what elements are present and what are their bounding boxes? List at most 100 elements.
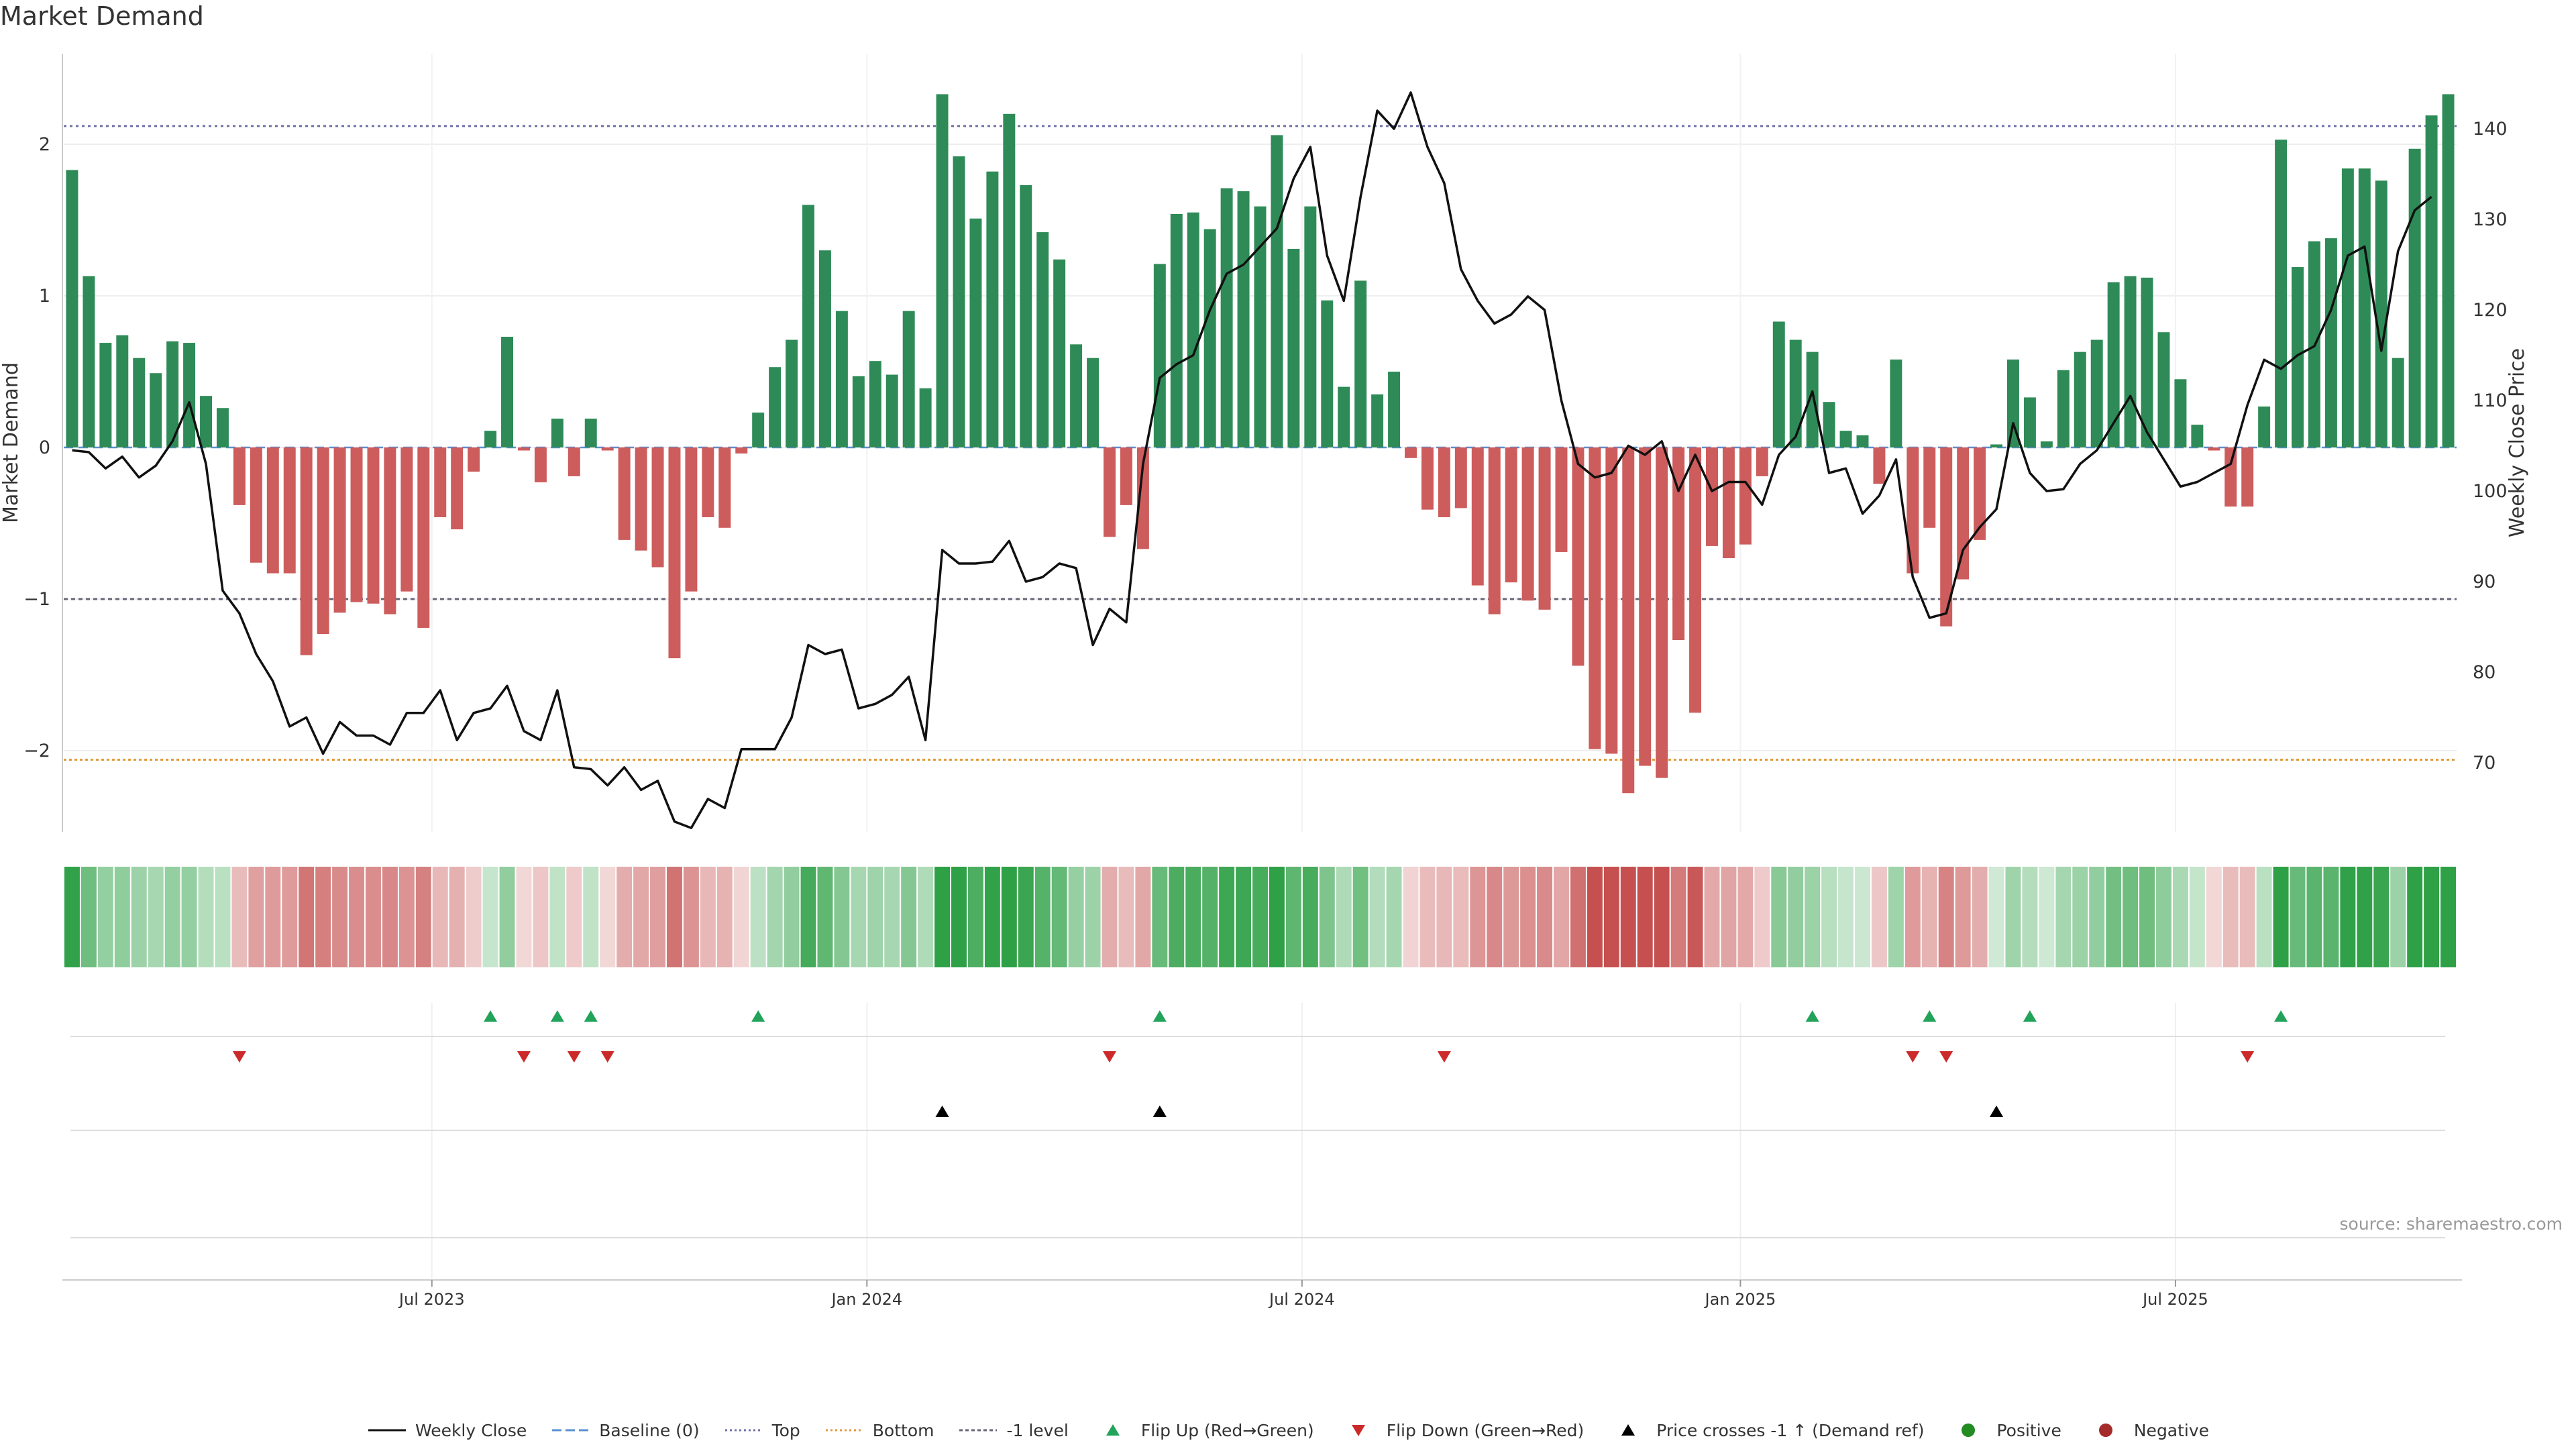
heat-cell [1687,867,1703,967]
heat-cell [1537,867,1553,967]
heat-cell [951,867,967,967]
heat-cell [666,867,682,967]
demand-bar [735,447,748,454]
heat-cell [181,867,197,967]
flip-up-marker [550,1010,564,1022]
y2-tick-label: 90 [2473,572,2496,592]
y2-tick-label: 70 [2473,753,2496,773]
flip-down-marker [2241,1051,2255,1063]
legend-symbol [724,1429,763,1432]
demand-bar [969,218,982,447]
heat-cell [1302,867,1318,967]
demand-bar [2057,370,2070,447]
heat-cell [1068,867,1084,967]
weekly-close-line [72,91,2432,829]
flip-down-marker [1103,1051,1117,1063]
heat-cell [1855,867,1870,967]
y-tick-label: −2 [23,741,50,761]
heat-cell [2440,867,2456,967]
heat-cell [1102,867,1118,967]
demand-bar [317,447,329,634]
x-tick-label: Jul 2025 [2141,1290,2208,1309]
heat-cell [784,867,800,967]
demand-bar [1371,394,1384,447]
x-tick-label: Jul 2023 [398,1290,465,1309]
heat-cell [1704,867,1720,967]
heat-cell [583,867,599,967]
heat-cell [1871,867,1887,967]
flip-down-marker [232,1051,246,1063]
demand-bar [1940,447,1953,627]
heat-cell [1988,867,2004,967]
demand-bar [1020,185,1032,447]
demand-bar [1187,212,1199,447]
demand-bar [1839,431,1852,447]
heat-cell [633,867,649,967]
heat-cell [1403,867,1419,967]
heat-cell [1503,867,1519,967]
demand-bar [2023,397,2036,447]
demand-bar [1153,264,1166,447]
demand-bar [1722,447,1735,558]
demand-bar [417,447,430,628]
demand-bar [2324,238,2337,447]
heat-cell [1352,867,1368,967]
flip-up-marker [2023,1010,2037,1022]
heat-cell [164,867,180,967]
heat-cell [1904,867,1921,967]
heat-cell [2340,867,2356,967]
legend-label: Baseline (0) [599,1420,700,1440]
flip-up-marker [584,1010,598,1022]
demand-bar [2392,358,2404,447]
demand-bar [2007,359,2019,447]
demand-bar [133,358,146,447]
heat-cell [800,867,816,967]
demand-bar [99,343,112,447]
demand-bar [517,447,530,451]
demand-bar [1605,447,1618,754]
flip-down-marker [1906,1051,1920,1063]
heat-cell [265,867,281,967]
heat-cell [1603,867,1619,967]
heat-cell [1654,867,1670,967]
heat-cell [114,867,130,967]
heat-cell [2055,867,2072,967]
demand-bar [668,447,681,659]
demand-bar [1405,447,1417,458]
heat-cell [2239,867,2255,967]
legend-label: Price crosses -1 ↑ (Demand ref) [1656,1420,1925,1440]
legend-label: Flip Up (Red→Green) [1140,1420,1314,1440]
demand-bar [2107,282,2120,447]
demand-bar [434,447,447,517]
demand-bar [2191,425,2204,447]
heat-cell [2089,867,2105,967]
axes-layer: −2 −1 0 1 2 Market Demand 70 80 90 100 110 120 130 14… [0,54,2529,832]
demand-bar [1789,339,1802,447]
heat-cell [1236,867,1252,967]
x-tick-label: Jan 2025 [1704,1290,1776,1309]
demand-bar [2224,447,2237,507]
legend-item: Bottom [824,1421,934,1440]
demand-bar [601,447,614,451]
heat-cell [934,867,951,967]
demand-bar [1521,447,1534,601]
demand-bar [1706,447,1718,546]
demand-bar [1656,447,1668,778]
demand-bar [1974,447,1986,540]
heat-cell [1721,867,1737,967]
heat-cell [767,867,783,967]
demand-bar [953,156,965,447]
demand-bar [769,367,782,447]
heat-cell [231,867,248,967]
demand-bar [1890,359,1902,447]
heat-cell [1436,867,1452,967]
heat-cell [2106,867,2122,967]
legend-item: Price crosses -1 ↑ (Demand ref) [1608,1421,1924,1440]
heat-cell [382,867,398,967]
legend-symbol [959,1429,998,1432]
demand-bar [551,419,564,447]
y2-tick-label: 130 [2473,209,2508,230]
flip-up-marker [484,1010,498,1022]
flip-down-marker [567,1051,581,1063]
heat-cell [415,867,431,967]
